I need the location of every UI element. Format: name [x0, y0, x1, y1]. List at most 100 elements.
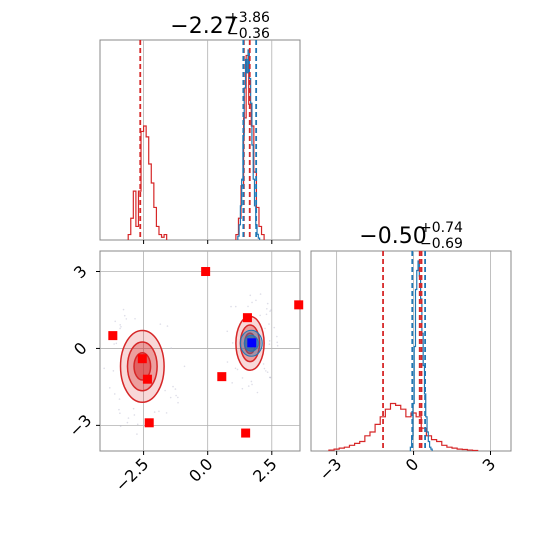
sample-dot	[231, 342, 234, 344]
panel2-ytick-label-1: 0	[70, 338, 91, 359]
sample-dot	[270, 309, 272, 311]
sample-dot	[247, 305, 249, 308]
sample-dot	[159, 323, 162, 325]
sample-dot	[249, 294, 252, 297]
sample-dot	[136, 423, 139, 426]
sample-dot	[234, 367, 237, 370]
sample-dot	[119, 327, 121, 330]
sample-dot	[263, 367, 266, 370]
sample-dot	[164, 389, 166, 392]
sample-dot	[118, 398, 121, 400]
sample-dot	[125, 318, 128, 320]
panel3-xtick-label-0: −3	[315, 454, 345, 484]
sample-dot	[136, 433, 138, 435]
sample-dot	[247, 385, 250, 387]
sample-dot	[158, 410, 160, 413]
sample-dot	[177, 401, 179, 404]
panel2-ytick-label-0: −3	[65, 411, 95, 441]
truth-marker	[247, 338, 257, 348]
sample-dot	[231, 382, 233, 384]
sample-dot	[126, 421, 129, 424]
panel2-xtick-label-0: −2.5	[112, 454, 153, 495]
sample-dot	[174, 388, 177, 390]
sample-dot	[230, 305, 232, 308]
panel2-xtick-label-2: 2.5	[249, 454, 280, 485]
sample-dot	[133, 414, 136, 416]
sample-dot	[175, 394, 177, 397]
sample-dot	[241, 377, 244, 379]
sample-dot	[120, 325, 122, 328]
sample-dot	[123, 314, 126, 317]
sample-dot	[226, 361, 229, 363]
sample-dot	[265, 370, 267, 372]
sample-dot	[268, 323, 270, 325]
sample-dot	[115, 342, 118, 345]
sample-dot	[266, 302, 269, 305]
sample-dot	[113, 393, 116, 395]
panel3-xtick-label-1: 0	[402, 454, 423, 475]
sample-dot	[119, 324, 122, 326]
sample-dot	[262, 363, 265, 365]
panel-hist-param2	[310, 250, 512, 452]
scatter-marker-4	[142, 374, 152, 384]
sample-dot	[236, 368, 239, 371]
panel2-xtick-label-1: 0.0	[185, 454, 216, 485]
sample-dot	[266, 371, 269, 374]
sample-dot	[255, 299, 257, 302]
scatter-marker-5	[137, 354, 147, 364]
sample-dot	[268, 376, 271, 379]
scatter-marker-1	[294, 300, 304, 310]
title-param1-lower: −0.36	[227, 26, 270, 42]
sample-dot	[251, 383, 253, 386]
panel3-xtick-label-2: 3	[479, 454, 500, 475]
sample-dot	[132, 407, 135, 410]
sample-dot	[170, 347, 172, 349]
sample-dot	[273, 326, 276, 329]
scatter-marker-2	[108, 331, 118, 341]
scatter-marker-8	[241, 428, 251, 438]
sample-dot	[103, 367, 105, 370]
sample-dot	[251, 301, 253, 304]
panel-2d	[99, 250, 301, 452]
hist2-red-series	[328, 402, 479, 452]
sample-dot	[269, 310, 271, 313]
scatter-marker-3	[242, 313, 252, 323]
sample-dot	[266, 308, 268, 310]
sample-dot	[113, 343, 115, 345]
panel-hist-param1	[99, 39, 301, 241]
sample-dot	[265, 313, 268, 316]
sample-dot	[264, 327, 266, 330]
sample-dot	[153, 411, 156, 413]
sample-dot	[142, 424, 145, 426]
sample-dot	[127, 417, 130, 419]
panel2-ytick-label-2: 3	[70, 262, 91, 283]
sample-dot	[118, 408, 120, 411]
sample-dot	[166, 325, 169, 327]
sample-dot	[183, 365, 186, 368]
sample-dot	[119, 412, 121, 415]
sample-dot	[177, 396, 179, 399]
sample-dot	[119, 425, 122, 427]
scatter-marker-6	[217, 372, 227, 382]
sample-dot	[276, 344, 279, 347]
title-param2-upper: +0.74	[420, 220, 463, 236]
sample-dot	[172, 385, 174, 388]
sample-dot	[169, 396, 172, 399]
sample-dot	[259, 314, 261, 317]
sample-dot	[256, 391, 259, 394]
sample-dot	[226, 330, 229, 333]
sample-dot	[268, 343, 271, 345]
sample-dot	[114, 320, 117, 323]
sample-dot	[112, 370, 115, 372]
title-param2-median: −0.50	[359, 224, 426, 249]
sample-dot	[259, 293, 262, 295]
sample-dot	[250, 380, 253, 383]
sample-dot	[241, 387, 244, 390]
sample-dot	[276, 341, 279, 344]
scatter-marker-0	[201, 267, 211, 277]
title-param1: −2.27	[170, 14, 237, 39]
title-param2: −0.50	[359, 224, 426, 249]
sample-dot	[234, 305, 237, 308]
sample-dot	[276, 335, 278, 338]
